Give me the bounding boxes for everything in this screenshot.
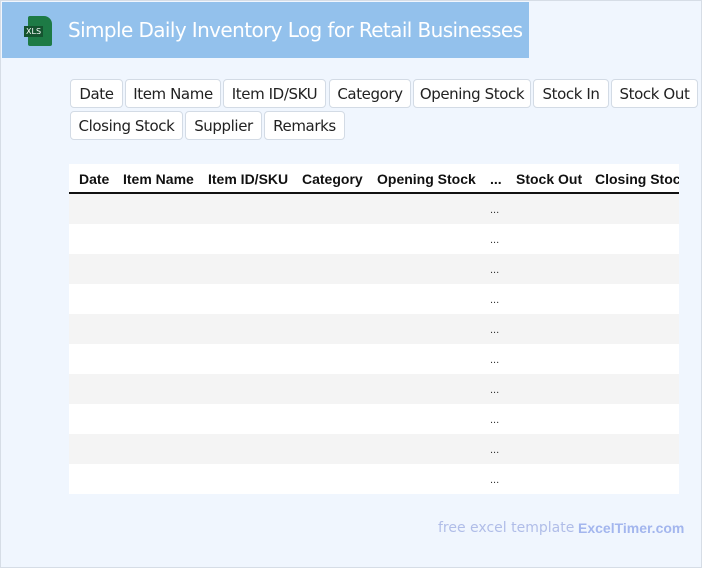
cell: ... (490, 444, 500, 456)
chip-opening-stock[interactable]: Opening Stock (413, 79, 531, 108)
xls-file-icon: XLS (24, 16, 52, 46)
col-ellipsis: ... (490, 171, 502, 187)
col-date: Date (79, 171, 110, 187)
col-stock-out: Stock Out (516, 171, 583, 187)
table-header: Date Item Name Item ID/SKU Category Open… (69, 164, 679, 194)
cell: ... (490, 324, 500, 336)
chip-supplier[interactable]: Supplier (185, 111, 262, 140)
cell: ... (490, 384, 500, 396)
table-row: ... (69, 284, 679, 314)
table-row: ... (69, 224, 679, 254)
table-row: ... (69, 254, 679, 284)
page-title: Simple Daily Inventory Log for Retail Bu… (68, 18, 523, 42)
chip-stock-out[interactable]: Stock Out (611, 79, 698, 108)
table-row: ... (69, 344, 679, 374)
table-row: ... (69, 464, 679, 494)
chip-category[interactable]: Category (329, 79, 411, 108)
chip-remarks[interactable]: Remarks (264, 111, 345, 140)
footer-text: free excel template - (438, 520, 584, 536)
cell: ... (490, 264, 500, 276)
col-category: Category (302, 171, 363, 187)
table-row: ... (69, 374, 679, 404)
col-closing-stock: Closing Stock (595, 171, 679, 187)
header-bar: XLS Simple Daily Inventory Log for Retai… (2, 2, 529, 58)
table-row: ... (69, 314, 679, 344)
cell: ... (490, 234, 500, 246)
cell: ... (490, 474, 500, 486)
col-item-id: Item ID/SKU (208, 171, 289, 187)
col-opening-stock: Opening Stock (377, 171, 476, 187)
cell: ... (490, 414, 500, 426)
footer-brand-link[interactable]: ExcelTimer.com (578, 520, 685, 536)
chip-item-id[interactable]: Item ID/SKU (223, 79, 326, 108)
col-item-name: Item Name (123, 171, 194, 187)
chip-closing-stock[interactable]: Closing Stock (70, 111, 183, 140)
cell: ... (490, 294, 500, 306)
chip-item-name[interactable]: Item Name (125, 79, 221, 108)
cell: ... (490, 354, 500, 366)
inventory-table: Date Item Name Item ID/SKU Category Open… (69, 164, 679, 494)
table-row: ... (69, 434, 679, 464)
cell: ... (490, 204, 500, 216)
chip-stock-in[interactable]: Stock In (533, 79, 609, 108)
chip-date[interactable]: Date (70, 79, 123, 108)
table-row: ... (69, 194, 679, 224)
logo-text: XLS (24, 26, 44, 37)
table-row: ... (69, 404, 679, 434)
